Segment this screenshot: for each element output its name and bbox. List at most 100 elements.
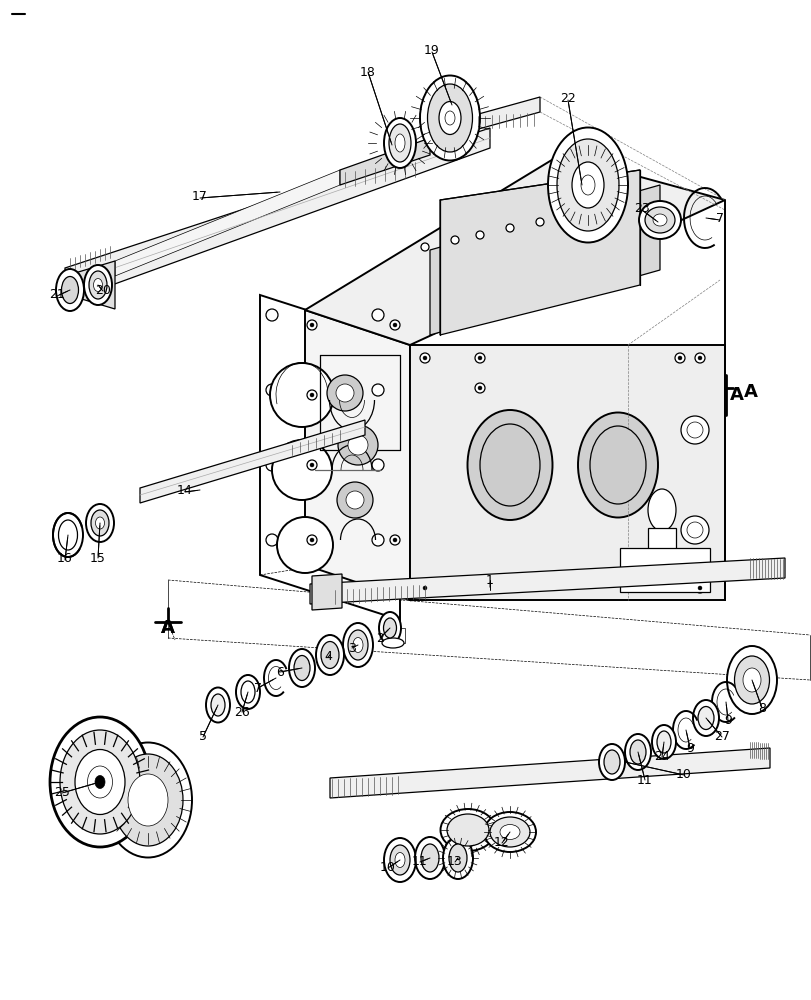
Ellipse shape xyxy=(571,162,603,208)
Ellipse shape xyxy=(381,638,404,648)
Ellipse shape xyxy=(638,201,680,239)
Polygon shape xyxy=(139,420,365,503)
Ellipse shape xyxy=(93,278,102,292)
Polygon shape xyxy=(410,345,724,600)
Circle shape xyxy=(450,236,458,244)
Polygon shape xyxy=(260,295,400,620)
Ellipse shape xyxy=(734,656,769,704)
Circle shape xyxy=(337,482,372,518)
Circle shape xyxy=(419,353,430,363)
Ellipse shape xyxy=(206,688,230,722)
Text: 8: 8 xyxy=(757,702,765,714)
Ellipse shape xyxy=(289,649,315,687)
Circle shape xyxy=(310,538,314,542)
Text: 10: 10 xyxy=(676,768,691,782)
Polygon shape xyxy=(65,261,115,309)
Ellipse shape xyxy=(652,214,666,226)
Circle shape xyxy=(686,422,702,438)
Text: 26: 26 xyxy=(234,706,250,718)
Polygon shape xyxy=(647,528,676,555)
Circle shape xyxy=(371,534,384,546)
Text: 4: 4 xyxy=(324,650,332,664)
Text: 16: 16 xyxy=(57,552,73,564)
Text: 6: 6 xyxy=(276,666,284,678)
Circle shape xyxy=(694,583,704,593)
Circle shape xyxy=(393,538,397,542)
Ellipse shape xyxy=(62,276,79,304)
Circle shape xyxy=(272,440,332,500)
Ellipse shape xyxy=(91,510,109,536)
Ellipse shape xyxy=(590,426,646,504)
Ellipse shape xyxy=(581,175,594,195)
Ellipse shape xyxy=(348,630,367,660)
Polygon shape xyxy=(310,558,784,604)
Ellipse shape xyxy=(60,730,139,834)
Ellipse shape xyxy=(84,265,112,305)
Ellipse shape xyxy=(647,489,676,531)
Text: 11: 11 xyxy=(637,774,652,786)
Circle shape xyxy=(270,363,333,427)
Circle shape xyxy=(478,356,482,360)
Circle shape xyxy=(348,435,367,455)
Polygon shape xyxy=(65,128,489,302)
Ellipse shape xyxy=(443,837,473,879)
Ellipse shape xyxy=(629,740,646,764)
Circle shape xyxy=(697,356,702,360)
Ellipse shape xyxy=(394,134,405,152)
Polygon shape xyxy=(430,185,659,335)
Ellipse shape xyxy=(315,635,344,675)
Ellipse shape xyxy=(547,128,627,243)
Text: A: A xyxy=(161,619,174,637)
Circle shape xyxy=(674,353,684,363)
Circle shape xyxy=(694,353,704,363)
Text: 10: 10 xyxy=(380,861,396,874)
Circle shape xyxy=(307,535,316,545)
Text: 23: 23 xyxy=(633,202,649,215)
Text: 24: 24 xyxy=(654,750,669,764)
Circle shape xyxy=(535,218,543,226)
Ellipse shape xyxy=(50,717,150,847)
Text: 3: 3 xyxy=(348,642,355,654)
Circle shape xyxy=(475,231,483,239)
Ellipse shape xyxy=(483,812,535,852)
Ellipse shape xyxy=(56,269,84,311)
Ellipse shape xyxy=(86,504,114,542)
Text: 19: 19 xyxy=(423,44,440,57)
Ellipse shape xyxy=(414,837,444,879)
Ellipse shape xyxy=(577,412,657,518)
Text: 13: 13 xyxy=(447,855,462,868)
Text: A: A xyxy=(161,619,174,637)
Circle shape xyxy=(478,386,482,390)
Polygon shape xyxy=(115,170,340,276)
Ellipse shape xyxy=(342,623,372,667)
Ellipse shape xyxy=(379,612,401,644)
Ellipse shape xyxy=(53,513,83,557)
Ellipse shape xyxy=(556,139,618,231)
Polygon shape xyxy=(381,628,405,643)
Circle shape xyxy=(266,384,277,396)
Ellipse shape xyxy=(644,207,674,233)
Polygon shape xyxy=(305,310,410,600)
Ellipse shape xyxy=(603,750,620,774)
Circle shape xyxy=(307,320,316,330)
Circle shape xyxy=(307,390,316,400)
Circle shape xyxy=(266,534,277,546)
Ellipse shape xyxy=(656,731,670,753)
Polygon shape xyxy=(329,748,769,798)
Text: 14: 14 xyxy=(177,484,193,496)
Ellipse shape xyxy=(104,742,191,857)
Circle shape xyxy=(307,460,316,470)
Ellipse shape xyxy=(599,744,624,780)
Ellipse shape xyxy=(742,668,760,692)
Ellipse shape xyxy=(726,646,776,714)
Ellipse shape xyxy=(651,725,676,759)
Text: 2: 2 xyxy=(375,632,384,644)
Ellipse shape xyxy=(388,124,410,162)
Polygon shape xyxy=(340,138,430,185)
Ellipse shape xyxy=(389,845,410,875)
Ellipse shape xyxy=(383,618,396,638)
Ellipse shape xyxy=(692,700,718,736)
Ellipse shape xyxy=(75,750,125,814)
Text: 5: 5 xyxy=(199,730,207,743)
Circle shape xyxy=(680,416,708,444)
